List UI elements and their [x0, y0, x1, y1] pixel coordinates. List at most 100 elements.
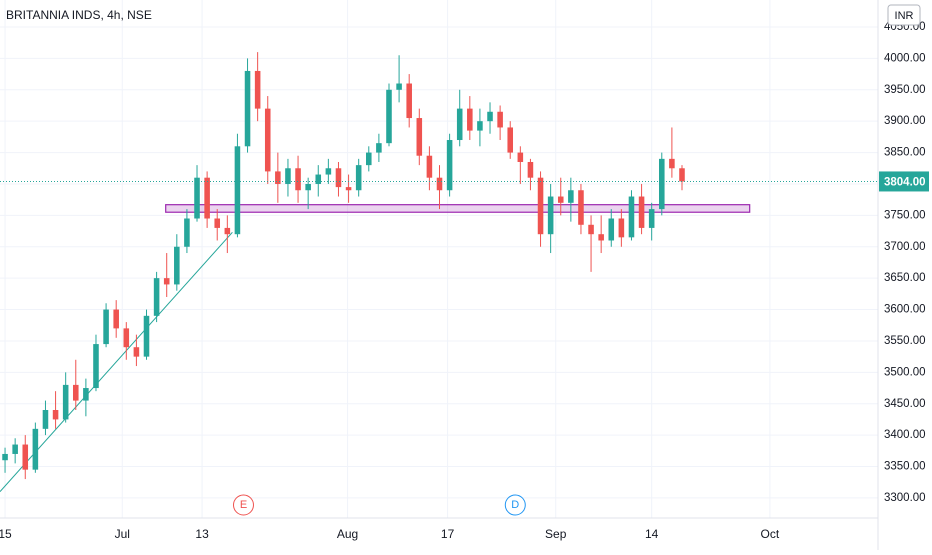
y-tick-label: 3900.00: [884, 115, 926, 127]
event-marker[interactable]: [232, 494, 254, 516]
candle-body: [264, 108, 271, 172]
x-tick-label: Jul: [115, 527, 130, 541]
candle-body: [578, 190, 584, 225]
candle-body: [456, 108, 463, 141]
candle-body: [679, 168, 685, 182]
candle-body: [396, 83, 402, 90]
candle-body: [93, 344, 99, 389]
y-tick-label: 3300.00: [884, 492, 926, 504]
candle-body: [406, 83, 412, 119]
candle-body: [608, 218, 615, 241]
candle-body: [659, 158, 665, 210]
x-tick-label: Oct: [761, 527, 780, 541]
candle-body: [153, 278, 160, 316]
candle-body: [234, 146, 241, 235]
candle-body: [12, 444, 18, 454]
candle-body: [163, 278, 170, 285]
candle-body: [648, 209, 655, 228]
candle-body: [345, 187, 352, 191]
last-price-label: 3804.00: [884, 176, 926, 188]
y-tick-label: 3700.00: [884, 241, 926, 253]
x-tick-label: Sep: [545, 527, 567, 541]
currency-box[interactable]: [887, 4, 921, 26]
candle-body: [507, 127, 514, 153]
candle-body: [669, 158, 675, 169]
candle-body: [103, 309, 109, 345]
candle-body: [376, 143, 382, 153]
chart-title: BRITANNIA INDS, 4h, NSE: [6, 8, 152, 22]
candle-body: [62, 384, 69, 420]
candle-body: [113, 309, 119, 329]
x-tick-label: Aug: [337, 527, 358, 541]
candle-body: [426, 155, 433, 178]
candle-body: [194, 177, 200, 219]
candle-body: [325, 168, 332, 175]
candle-body: [537, 177, 544, 235]
candle-body: [184, 218, 190, 247]
x-tick-label: 15: [0, 527, 12, 541]
candle-body: [335, 168, 342, 188]
candle-body: [557, 196, 564, 203]
candle-body: [497, 111, 503, 128]
support-zone: [165, 204, 751, 213]
candle-body: [568, 190, 574, 203]
currency-label[interactable]: INR: [895, 10, 914, 22]
candle-body: [52, 410, 59, 420]
candle-body: [315, 174, 322, 184]
candle-body: [366, 152, 372, 166]
candle-body: [446, 140, 453, 191]
candle-body: [83, 388, 89, 401]
candle-body: [123, 328, 130, 348]
y-tick-label: 3450.00: [884, 398, 926, 410]
trend-line: [0, 231, 233, 492]
candle-body: [204, 177, 210, 219]
event-label[interactable]: D: [511, 499, 519, 511]
candle-body: [42, 410, 49, 429]
y-tick-label: 3400.00: [884, 429, 926, 441]
candle-body: [295, 168, 301, 191]
candle-body: [22, 444, 29, 470]
candle-body: [386, 89, 392, 144]
candle-body: [638, 196, 645, 228]
candle-body: [487, 111, 493, 122]
y-tick-label: 3500.00: [884, 366, 926, 378]
candle-body: [72, 384, 79, 401]
x-tick-label: 17: [441, 527, 455, 541]
candle-body: [133, 347, 140, 357]
event-label[interactable]: E: [240, 499, 247, 511]
candle-body: [628, 196, 635, 238]
y-tick-label: 3950.00: [884, 84, 926, 96]
y-tick-label: 4000.00: [884, 52, 926, 64]
x-tick-label: 14: [645, 527, 659, 541]
candle-body: [143, 315, 150, 357]
candle-body: [2, 453, 8, 461]
candle-body: [598, 234, 604, 241]
candle-body: [224, 227, 231, 235]
candle-body: [588, 224, 594, 235]
event-marker[interactable]: [504, 494, 526, 516]
candle-body: [305, 183, 311, 191]
y-tick-label: 3650.00: [884, 272, 926, 284]
y-tick-label: 3850.00: [884, 147, 926, 159]
candle-body: [477, 121, 483, 131]
y-tick-label: 3550.00: [884, 335, 926, 347]
candle-body: [275, 171, 281, 184]
x-tick-label: 13: [195, 527, 209, 541]
candle-body: [416, 118, 423, 156]
candle-body: [547, 196, 554, 235]
candle-body: [174, 246, 180, 285]
candle-body: [436, 177, 443, 191]
y-tick-label: 3600.00: [884, 304, 926, 316]
candle-body: [355, 165, 362, 191]
candle-body: [618, 218, 625, 238]
candle-body: [285, 168, 291, 184]
candle-body: [244, 70, 251, 147]
candle-body: [467, 108, 473, 131]
candle-body: [254, 70, 261, 109]
y-tick-label: 3750.00: [884, 209, 926, 221]
y-tick-label: 3350.00: [884, 461, 926, 473]
candle-body: [527, 161, 534, 178]
last-price-box: [879, 171, 929, 192]
